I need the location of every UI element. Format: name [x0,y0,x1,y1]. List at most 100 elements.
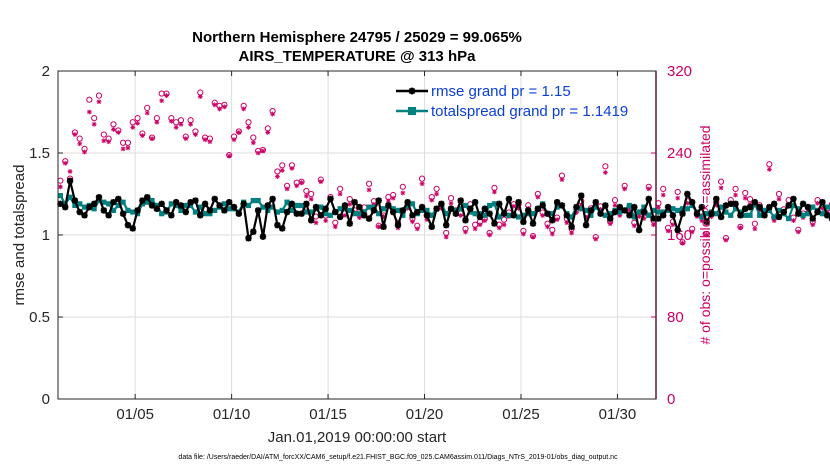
obs-assimilated-marker [308,196,314,202]
obs-assimilated-marker [212,102,218,108]
series-point [327,195,334,203]
obs-assimilated-marker [583,215,589,220]
obs-assimilated-marker [410,219,415,225]
series-point [650,215,657,222]
obs-assimilated-marker [636,214,642,219]
series-point [361,209,367,215]
obs-assimilated-marker [458,213,464,218]
series-point [669,212,677,219]
obs-assimilated-marker [241,106,247,112]
obs-assimilated-marker [520,231,526,237]
series-point [563,212,570,219]
series-point [240,200,247,208]
series-point [457,197,464,204]
series-point [226,199,233,206]
series-point [375,197,382,204]
x-tick-label: 01/20 [406,406,444,423]
legend-totalspread-label: totalspread grand pr = 1.1419 [431,103,628,120]
obs-assimilated-marker [67,169,73,174]
series-point [419,207,425,213]
obs-assimilated-marker [713,202,719,208]
series-point [119,210,127,217]
obs-assimilated-marker [246,124,251,130]
obs-assimilated-marker [540,213,546,218]
series-point [583,207,589,213]
obs-possible-marker [775,190,783,198]
series-point [260,204,266,210]
series-point [728,212,734,218]
series-point [640,208,648,216]
series-point [491,220,498,227]
series-point [178,207,184,213]
obs-assimilated-marker [815,200,820,206]
obs-assimilated-marker [501,222,507,228]
obs-assimilated-marker [159,98,165,104]
obs-assimilated-marker [549,231,555,237]
series-point [491,201,498,207]
obs-assimilated-marker [554,217,560,223]
series-point [795,206,801,212]
obs-assimilated-marker [607,221,613,227]
obs-assimilated-marker [371,201,377,207]
series-point [737,212,744,219]
series-point [751,199,759,206]
obs-assimilated-marker [207,139,213,145]
series-point [332,208,339,216]
obs-assimilated-marker [742,195,748,201]
obs-assimilated-marker [492,189,497,195]
series-point [168,212,175,219]
series-point [409,212,416,219]
right-y-tick-label: 320 [667,63,692,80]
y-tick-label: 2 [42,63,50,80]
series-point [293,210,300,217]
obs-possible-marker [742,189,749,197]
series-point [72,202,78,209]
series-point [307,217,315,224]
data-file-footnote: data file: /Users/raeder/DAI/ATM_forcXX/… [178,454,618,461]
obs-assimilated-marker [101,138,107,144]
series-point [476,213,484,221]
series-point [356,203,363,211]
obs-assimilated-marker [448,200,454,206]
series-point [819,211,825,217]
series-point [159,211,165,217]
series-point [746,203,754,211]
series-point [270,204,276,210]
obs-possible-marker [660,185,667,192]
series-point [496,200,503,208]
series-point [795,210,802,217]
series-point [520,212,526,218]
series-point [810,204,816,210]
obs-assimilated-marker [323,218,329,224]
series-point [785,202,792,209]
series-point [549,211,555,217]
series-point [747,212,753,218]
series-point [452,210,460,217]
obs-possible-marker [611,197,619,204]
series-point [303,200,310,208]
series-point [529,220,537,227]
series-point [568,223,575,230]
series-point [447,205,455,212]
series-point [558,202,566,209]
series-point [631,203,638,211]
series-point [569,214,575,220]
series-point [424,207,430,213]
obs-possible-marker [447,195,455,202]
obs-assimilated-marker [313,220,319,226]
obs-assimilated-marker [511,203,517,209]
series-point [81,212,88,219]
series-point [804,203,812,211]
obs-possible-marker [337,185,344,192]
obs-assimilated-marker [516,205,521,211]
series-point [453,207,459,213]
obs-assimilated-marker [111,127,116,132]
series-point [110,207,117,213]
series-point [317,212,325,219]
y-tick-label: 0.5 [29,309,50,326]
obs-assimilated-marker [752,226,758,232]
x-axis-ticks: 01/05 01/10 01/15 01/20 01/25 01/30 [116,71,636,423]
obs-assimilated-marker [337,191,343,197]
series-point [790,195,797,203]
right-y-tick-label: 0 [667,391,675,408]
